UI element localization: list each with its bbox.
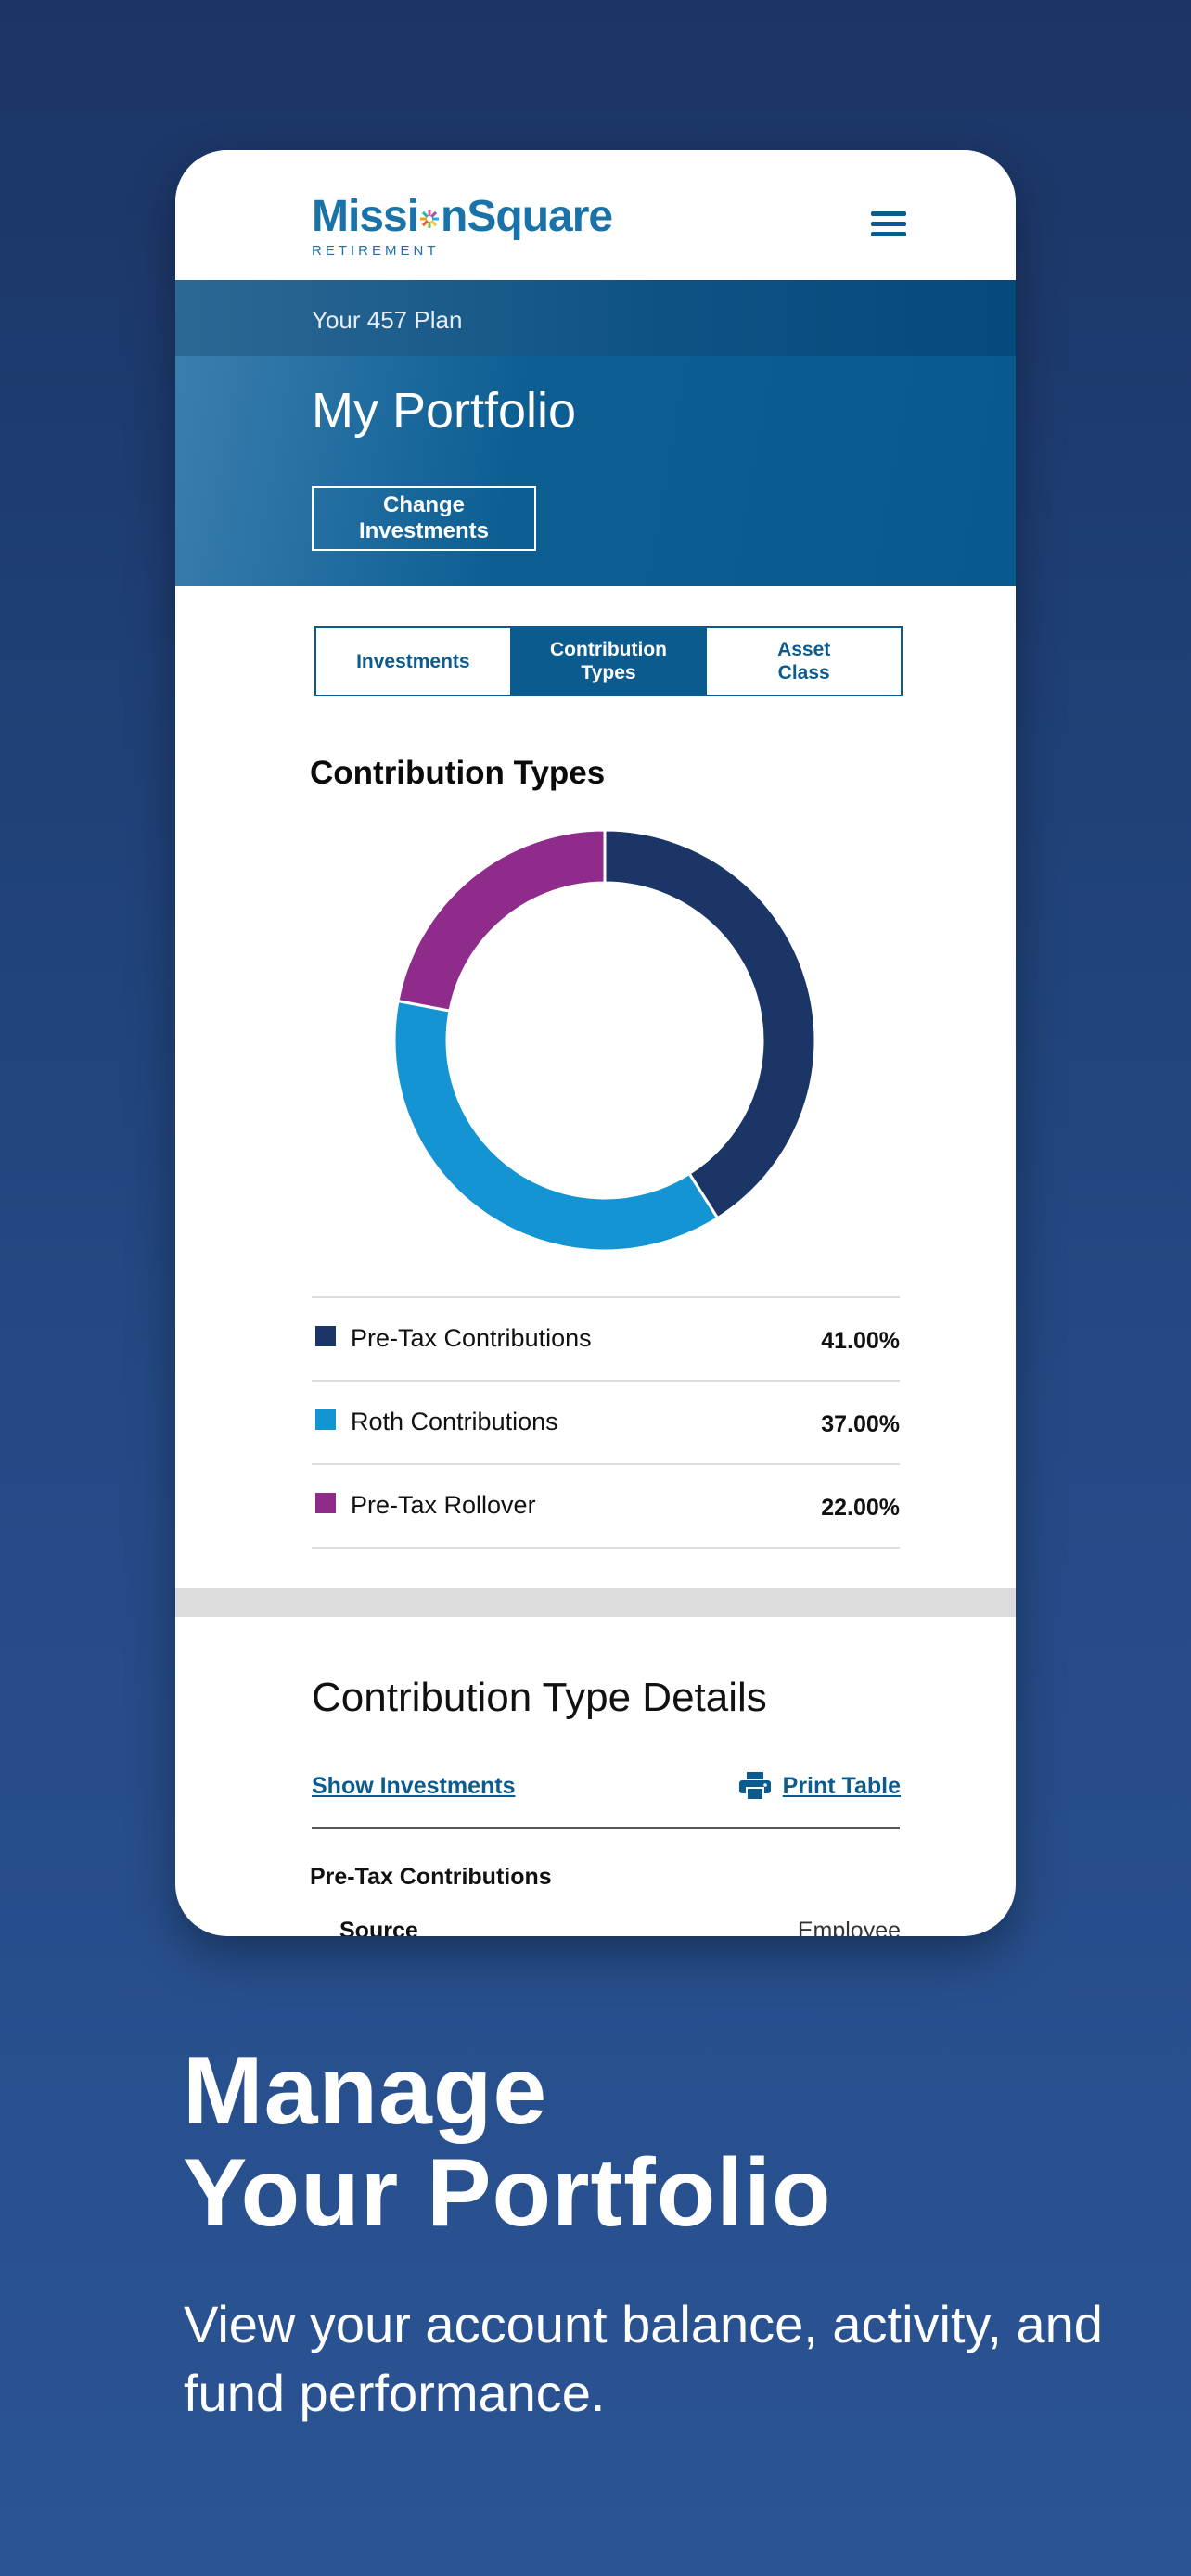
tab-investments[interactable]: Investments — [316, 628, 512, 695]
headline-line-1: Manage — [183, 2037, 548, 2145]
legend-swatch-pretax — [315, 1326, 336, 1346]
legend-label-pretax: Pre-Tax Contributions — [351, 1324, 592, 1352]
column-header-source: Source — [339, 1918, 418, 1936]
slice-pretax — [603, 828, 817, 1220]
logo-tagline: RETIREMENT — [312, 243, 440, 259]
phone-screen: Missi nSquare RETIREMENT Yo — [175, 150, 1016, 1936]
view-tabs: Investments Contribution Types Asset Cla… — [314, 626, 903, 696]
plan-label: Your 457 Plan — [312, 306, 463, 334]
slice-rollover — [396, 828, 607, 1013]
details-section-heading: Pre-Tax Contributions — [310, 1864, 552, 1890]
print-table-link[interactable]: Print Table — [782, 1772, 901, 1799]
legend-label-roth: Roth Contributions — [351, 1408, 558, 1435]
contribution-donut-chart — [392, 828, 817, 1253]
tab-contribution-types[interactable]: Contribution Types — [511, 628, 708, 695]
marketing-headline: Manage Your Portfolio — [183, 2040, 832, 2244]
details-separator — [312, 1827, 900, 1829]
slice-roth — [392, 999, 720, 1253]
legend-row-roth: Roth Contributions 37.00% — [312, 1380, 900, 1463]
logo-star-icon — [420, 210, 440, 229]
logo-wordmark: Missi nSquare — [312, 192, 613, 241]
hamburger-menu-icon[interactable] — [871, 211, 906, 237]
change-investments-button[interactable]: Change Investments — [312, 486, 536, 551]
legend-value-rollover: 22.00% — [821, 1495, 900, 1521]
top-app-bar: Missi nSquare RETIREMENT — [175, 150, 1016, 280]
plan-bar: Your 457 Plan — [175, 280, 1016, 356]
portfolio-header: My Portfolio Change Investments — [175, 356, 1016, 586]
marketing-subline: View your account balance, activity, and… — [184, 2295, 1103, 2422]
column-header-employee: Employee — [797, 1918, 901, 1936]
section-divider — [175, 1588, 1016, 1617]
missionsquare-logo[interactable]: Missi nSquare RETIREMENT — [312, 192, 613, 260]
legend-label-rollover: Pre-Tax Rollover — [351, 1491, 536, 1519]
chart-title: Contribution Types — [310, 755, 606, 791]
legend-value-pretax: 41.00% — [821, 1328, 900, 1354]
headline-line-2: Your Portfolio — [183, 2139, 832, 2247]
chart-legend: Pre-Tax Contributions 41.00% Roth Contri… — [312, 1296, 900, 1549]
page-title: My Portfolio — [312, 383, 577, 439]
legend-swatch-roth — [315, 1409, 336, 1430]
details-title: Contribution Type Details — [312, 1675, 767, 1720]
tab-asset-class[interactable]: Asset Class — [777, 639, 831, 683]
legend-value-roth: 37.00% — [821, 1411, 900, 1437]
legend-row-rollover: Pre-Tax Rollover 22.00% — [312, 1463, 900, 1549]
printer-icon — [738, 1772, 771, 1801]
print-table-button[interactable]: Print Table — [738, 1771, 901, 1801]
show-investments-link[interactable]: Show Investments — [312, 1773, 516, 1799]
legend-swatch-rollover — [315, 1493, 336, 1513]
legend-row-pretax: Pre-Tax Contributions 41.00% — [312, 1296, 900, 1380]
